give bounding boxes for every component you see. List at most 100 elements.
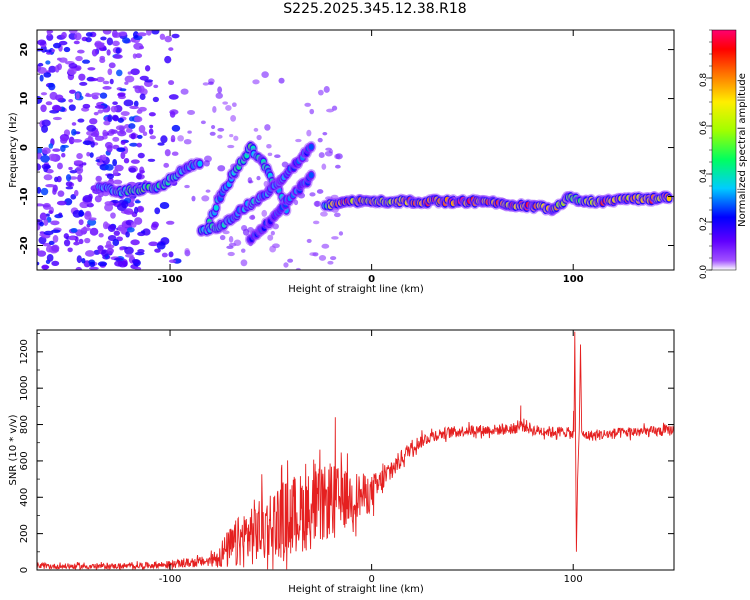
speckle-blob	[168, 259, 177, 264]
speckle-blob	[68, 166, 73, 171]
speckle-blob	[37, 147, 43, 155]
speckle-blob	[77, 174, 83, 183]
speckle-blob	[267, 234, 274, 241]
speckle-blob	[168, 47, 174, 51]
speckle-blob	[58, 212, 63, 217]
speckle-blob	[129, 105, 139, 110]
speckle-blob	[256, 134, 262, 141]
speckle-blob	[208, 81, 214, 86]
speckle-blob	[85, 37, 92, 43]
speckle-blob	[37, 39, 47, 46]
speckle-blob	[278, 77, 285, 84]
speckle-blob	[37, 224, 41, 231]
speckle-blob	[48, 65, 57, 73]
speckle-blob	[159, 201, 170, 210]
speckle-blob	[112, 101, 118, 106]
speckle-blob	[177, 135, 184, 142]
speckle-blob	[88, 217, 97, 221]
bottom-x-tick-label: 0	[368, 574, 374, 585]
speckle-blob	[212, 106, 217, 113]
speckle-blob	[58, 40, 68, 46]
speckle-blob	[217, 86, 223, 94]
speckle-blob	[41, 264, 49, 270]
speckle-blob	[202, 82, 209, 86]
speckle-blob	[204, 155, 212, 163]
speckle-blob	[226, 245, 234, 250]
speckle-blob	[109, 78, 114, 85]
speckle-blob	[157, 142, 165, 146]
speckle-blob	[274, 154, 281, 159]
speckle-blob	[75, 55, 83, 62]
speckle-blob	[270, 230, 275, 236]
speckle-blob	[107, 224, 116, 232]
speckle-blob	[104, 244, 115, 249]
speckle-blob	[160, 135, 168, 144]
speckle-blob	[73, 241, 80, 246]
speckle-blob	[73, 189, 79, 197]
speckle-blob	[79, 81, 88, 86]
speckle-blob	[61, 152, 66, 158]
speckle-blob	[117, 130, 127, 137]
bottom-x-tick-label: -100	[159, 574, 182, 585]
speckle-blob	[304, 102, 312, 107]
speckle-blob	[322, 132, 328, 136]
speckle-blob	[40, 154, 50, 163]
speckle-blob	[81, 227, 92, 231]
speckle-blob	[112, 179, 123, 185]
speckle-blob	[225, 104, 232, 111]
speckle-blob	[222, 101, 229, 105]
speckle-blob	[89, 261, 96, 268]
speckle-blob	[94, 195, 102, 203]
speckle-blob	[317, 137, 323, 143]
speckle-blob	[82, 59, 91, 64]
speckle-blob	[222, 230, 230, 235]
speckle-blob	[149, 135, 157, 140]
speckle-blob	[184, 184, 190, 189]
speckle-blob	[78, 73, 86, 81]
speckle-blob	[148, 128, 154, 135]
speckle-blob	[101, 249, 109, 257]
speckle-blob	[131, 221, 137, 228]
speckle-blob	[154, 207, 161, 215]
speckle-blob	[86, 151, 91, 157]
speckle-blob	[217, 134, 223, 139]
ridge-core	[308, 172, 314, 179]
speckle-blob	[151, 30, 160, 35]
speckle-blob	[75, 92, 80, 100]
speckle-blob	[131, 259, 140, 264]
speckle-blob	[247, 177, 253, 184]
speckle-blob	[101, 154, 107, 161]
speckle-blob	[82, 162, 87, 166]
speckle-blob	[130, 133, 136, 140]
speckle-blob	[68, 30, 78, 34]
speckle-blob	[72, 139, 83, 143]
speckle-blob	[63, 46, 71, 53]
speckle-blob	[124, 246, 134, 255]
speckle-blob	[102, 107, 108, 113]
heatmap-area	[37, 30, 674, 270]
speckle-blob	[105, 164, 114, 171]
speckle-blob	[85, 32, 93, 37]
speckle-blob	[325, 147, 332, 151]
speckle-blob	[137, 152, 145, 159]
speckle-blob	[43, 230, 54, 236]
speckle-blob	[113, 230, 120, 236]
speckle-blob	[125, 231, 130, 238]
speckle-blob	[102, 80, 110, 85]
bottom-y-axis-label: SNR (10 * v/v)	[8, 414, 19, 485]
speckle-blob	[241, 224, 248, 232]
speckle-blob	[37, 186, 42, 194]
speckle-blob	[169, 110, 176, 118]
speckle-blob	[98, 233, 104, 238]
speckle-blob	[128, 116, 135, 122]
speckle-blob	[39, 221, 44, 227]
speckle-blob	[151, 221, 159, 228]
speckle-blob	[65, 181, 73, 187]
speckle-blob	[40, 104, 47, 113]
speckle-blob	[73, 160, 84, 164]
speckle-blob	[205, 189, 211, 193]
speckle-blob	[117, 260, 128, 268]
speckle-blob	[84, 210, 92, 217]
speckle-blob	[112, 40, 120, 47]
